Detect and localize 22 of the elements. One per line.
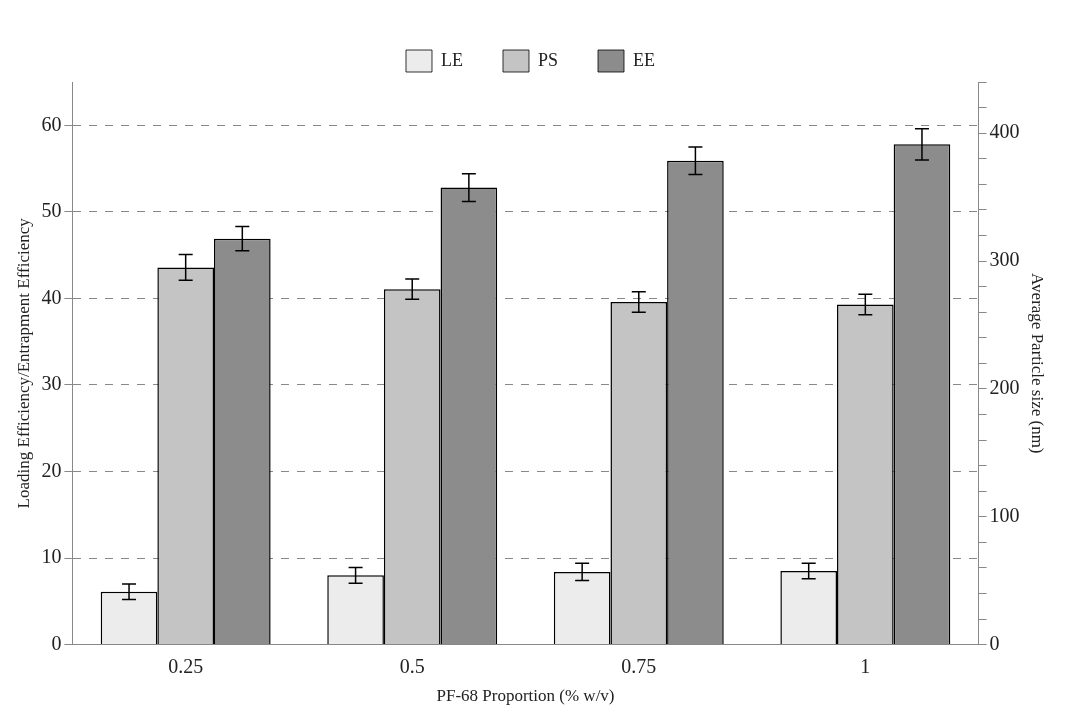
y-tick-label: 20 xyxy=(41,458,62,481)
y-tick-label: 40 xyxy=(41,285,62,308)
y2-tick-label: 200 xyxy=(989,376,1020,399)
y2-tick-label: 400 xyxy=(989,120,1020,143)
y-axis-title: Loading Efficiency/Entrapment Efficiency xyxy=(13,217,33,509)
y2-tick-label: 100 xyxy=(989,503,1020,526)
x-tick-label: 0.25 xyxy=(168,654,204,677)
x-axis-title: PF-68 Proportion (% w/v) xyxy=(436,686,615,706)
x-tick-label: 0.75 xyxy=(621,654,657,677)
y-tick-label: 50 xyxy=(41,199,62,222)
legend-label: PS xyxy=(537,49,559,70)
y-tick-label: 60 xyxy=(41,112,62,135)
y2-tick-label: 0 xyxy=(989,631,1000,654)
x-tick-label: 0.5 xyxy=(399,654,425,677)
y2-tick-label: 300 xyxy=(989,248,1020,271)
legend-label: EE xyxy=(633,49,656,70)
legend-label: LE xyxy=(441,49,463,70)
y2-axis-title: Average Particle size (nm) xyxy=(1028,273,1048,454)
y-tick-label: 10 xyxy=(41,545,62,568)
y-tick-label: 0 xyxy=(51,631,62,654)
x-tick-label: 1 xyxy=(860,654,871,677)
y-tick-label: 30 xyxy=(41,372,62,395)
